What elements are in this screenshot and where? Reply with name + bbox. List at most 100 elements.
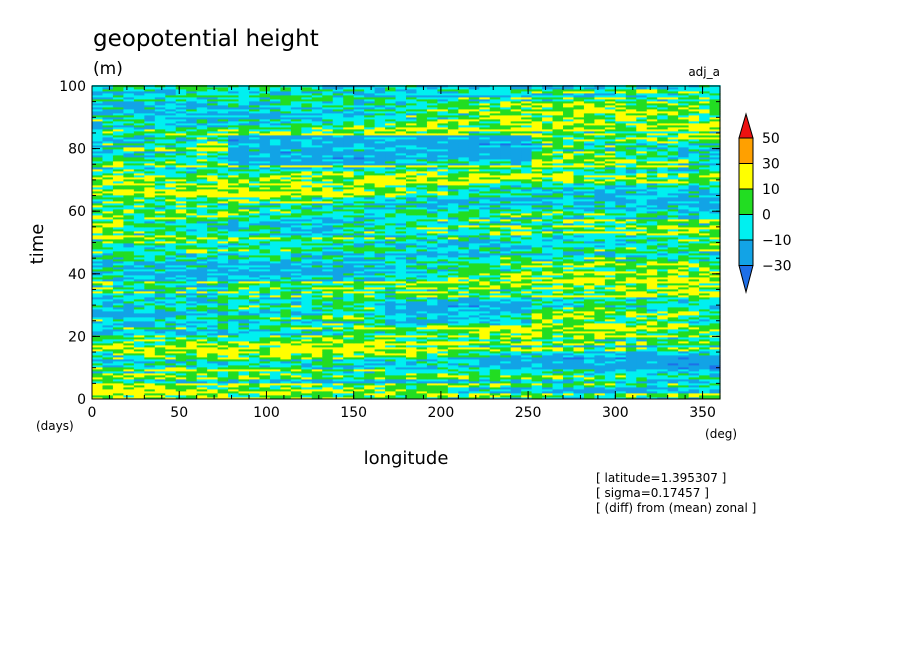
heatmap-cell xyxy=(311,273,323,276)
heatmap-cell xyxy=(563,379,575,382)
heatmap-cell xyxy=(479,357,491,360)
heatmap-cell xyxy=(468,267,480,270)
heatmap-cell xyxy=(102,303,114,306)
heatmap-cell xyxy=(573,247,585,250)
heatmap-cell xyxy=(542,335,554,338)
heatmap-cell xyxy=(468,235,480,238)
heatmap-cell xyxy=(615,255,627,258)
heatmap-cell xyxy=(311,349,323,352)
heatmap-cell xyxy=(123,353,135,356)
heatmap-cell xyxy=(154,377,166,380)
heatmap-cell xyxy=(604,263,616,266)
heatmap-cell xyxy=(249,283,261,286)
heatmap-cell xyxy=(583,311,595,314)
heatmap-cell xyxy=(699,343,711,346)
heatmap-cell xyxy=(269,323,281,326)
heatmap-cell xyxy=(311,249,323,252)
heatmap-cell xyxy=(196,235,208,238)
heatmap-cell xyxy=(468,245,480,248)
heatmap-cell xyxy=(259,363,271,366)
heatmap-cell xyxy=(332,387,344,390)
heatmap-cell xyxy=(563,385,575,388)
heatmap-cell xyxy=(374,319,386,322)
heatmap-cell xyxy=(489,237,501,240)
heatmap-cell xyxy=(406,325,418,328)
heatmap-cell xyxy=(353,267,365,270)
heatmap-cell xyxy=(374,385,386,388)
heatmap-cell xyxy=(175,343,187,346)
heatmap-cell xyxy=(625,371,637,374)
heatmap-cell xyxy=(353,383,365,386)
heatmap-cell xyxy=(207,341,219,344)
heatmap-cell xyxy=(186,359,198,362)
heatmap-cell xyxy=(657,339,669,342)
heatmap-cell xyxy=(123,367,135,370)
heatmap-cell xyxy=(657,265,669,268)
heatmap-cell xyxy=(573,333,585,336)
heatmap-cell xyxy=(552,287,564,290)
heatmap-cell xyxy=(269,237,281,240)
heatmap-cell xyxy=(269,265,281,268)
heatmap-cell xyxy=(416,297,428,300)
heatmap-cell xyxy=(343,389,355,392)
heatmap-cell xyxy=(343,271,355,274)
heatmap-cell xyxy=(437,337,449,340)
heatmap-cell xyxy=(301,351,313,354)
heatmap-cell xyxy=(353,309,365,312)
heatmap-cell xyxy=(416,375,428,378)
heatmap-cell xyxy=(133,341,145,344)
heatmap-cell xyxy=(175,245,187,248)
heatmap-cell xyxy=(437,235,449,238)
heatmap-cell xyxy=(343,365,355,368)
heatmap-cell xyxy=(343,247,355,250)
heatmap-cell xyxy=(636,345,648,348)
heatmap-cell xyxy=(406,249,418,252)
heatmap-cell xyxy=(437,271,449,274)
heatmap-cell xyxy=(385,305,397,308)
heatmap-cell xyxy=(416,371,428,374)
heatmap-cell xyxy=(500,259,512,262)
heatmap-cell xyxy=(228,361,240,364)
heatmap-cell xyxy=(311,335,323,338)
heatmap-cell xyxy=(416,283,428,286)
heatmap-cell xyxy=(510,301,522,304)
heatmap-cell xyxy=(416,385,428,388)
heatmap-cell xyxy=(604,247,616,250)
heatmap-cell xyxy=(583,341,595,344)
heatmap-cell xyxy=(709,241,721,244)
heatmap-cell xyxy=(259,359,271,362)
heatmap-cell xyxy=(112,333,124,336)
heatmap-cell xyxy=(154,385,166,388)
heatmap-cell xyxy=(343,313,355,316)
heatmap-cell xyxy=(426,331,438,334)
heatmap-cell xyxy=(615,369,627,372)
heatmap-cell xyxy=(426,309,438,312)
heatmap-cell xyxy=(280,357,292,360)
heatmap-cell xyxy=(374,349,386,352)
heatmap-cell xyxy=(196,295,208,298)
heatmap-cell xyxy=(186,353,198,356)
heatmap-cell xyxy=(657,365,669,368)
heatmap-cell xyxy=(290,341,302,344)
heatmap-cell xyxy=(489,235,501,238)
heatmap-cell xyxy=(269,387,281,390)
heatmap-cell xyxy=(563,275,575,278)
heatmap-cell xyxy=(531,281,543,284)
heatmap-cell xyxy=(426,267,438,270)
heatmap-cell xyxy=(563,381,575,384)
heatmap-cell xyxy=(573,345,585,348)
heatmap-cell xyxy=(437,297,449,300)
heatmap-cell xyxy=(604,251,616,254)
heatmap-cell xyxy=(301,371,313,374)
heatmap-cell xyxy=(92,373,104,376)
heatmap-cell xyxy=(510,323,522,326)
heatmap-cell xyxy=(552,325,564,328)
heatmap-cell xyxy=(458,329,470,332)
heatmap-cell xyxy=(489,337,501,340)
heatmap-cell xyxy=(123,359,135,362)
heatmap-cell xyxy=(500,363,512,366)
heatmap-cell xyxy=(447,265,459,268)
heatmap-cell xyxy=(699,381,711,384)
heatmap-cell xyxy=(133,307,145,310)
heatmap-cell xyxy=(196,357,208,360)
